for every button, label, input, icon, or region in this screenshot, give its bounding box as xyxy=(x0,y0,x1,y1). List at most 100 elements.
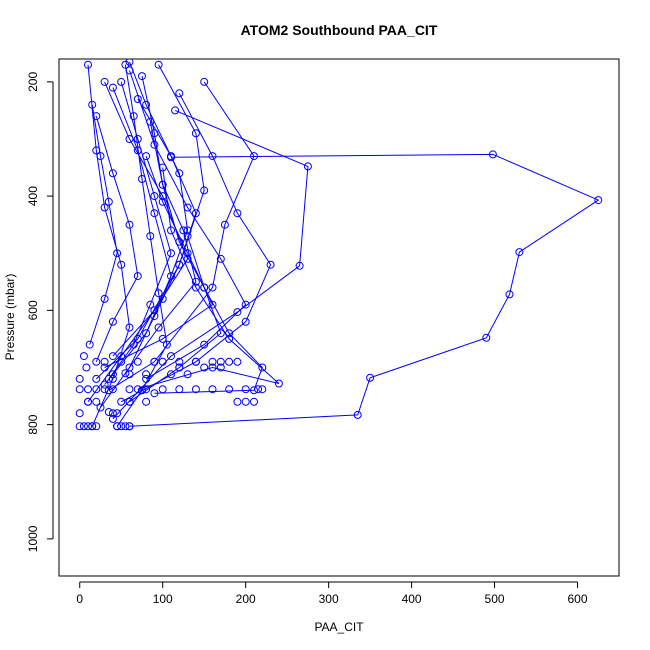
series-7-point-1 xyxy=(108,374,117,383)
series-6-point-0 xyxy=(117,397,126,406)
series-line-7 xyxy=(87,64,131,427)
data-point-11 xyxy=(92,397,101,406)
data-point-47 xyxy=(241,397,250,406)
series-0-point-4 xyxy=(505,290,514,299)
data-point-12 xyxy=(75,385,84,394)
data-point-44 xyxy=(125,397,134,406)
data-point-24 xyxy=(142,385,151,394)
series-9-point-2 xyxy=(183,254,192,263)
series-11-point-2 xyxy=(241,300,250,309)
series-5-point-2 xyxy=(167,272,175,281)
x-tick-label-500: 500 xyxy=(485,592,505,606)
chart-title: ATOM2 Southbound PAA_CIT xyxy=(241,22,438,38)
series-13-point-4 xyxy=(175,237,184,246)
series-line-0 xyxy=(129,153,600,427)
series-14-point-6 xyxy=(129,112,138,121)
series-17-point-1 xyxy=(129,340,138,349)
series-17-point-0 xyxy=(104,374,113,383)
data-point-42 xyxy=(133,357,142,366)
series-16-point-4 xyxy=(200,283,209,292)
series-line-8 xyxy=(137,167,280,390)
y-tick-label-400: 400 xyxy=(26,186,40,206)
x-tick-label-100: 100 xyxy=(153,592,173,606)
series-12-point-2 xyxy=(133,272,142,281)
series-0-point-5 xyxy=(515,248,524,257)
points-layer xyxy=(75,59,603,431)
series-17-point-6 xyxy=(117,77,126,86)
series-4-point-3 xyxy=(183,226,192,235)
data-point-53 xyxy=(183,370,192,379)
x-tick-label-0: 0 xyxy=(76,592,83,606)
series-5-point-4 xyxy=(133,146,142,155)
data-point-39 xyxy=(233,357,242,366)
series-7-point-4 xyxy=(100,203,109,212)
series-0-point-7 xyxy=(488,150,497,159)
data-point-14 xyxy=(92,385,101,394)
plot-frame xyxy=(58,58,620,577)
series-17-point-4 xyxy=(150,192,159,201)
series-15-point-3 xyxy=(183,249,192,258)
data-point-6 xyxy=(117,422,126,431)
series-8-point-1 xyxy=(208,363,217,372)
series-18-point-3 xyxy=(179,226,188,235)
series-14-point-5 xyxy=(138,175,146,183)
data-point-27 xyxy=(191,385,200,394)
y-tick-label-600: 600 xyxy=(26,300,40,320)
series-6-point-2 xyxy=(241,317,250,326)
series-6-point-3 xyxy=(266,260,275,269)
series-16-point-0 xyxy=(150,389,159,398)
series-9-point-3 xyxy=(158,192,167,201)
series-7-point-6 xyxy=(84,60,92,69)
data-point-52 xyxy=(167,370,175,379)
data-point-49 xyxy=(108,370,117,379)
series-19-point-1 xyxy=(100,294,109,303)
series-0-point-1 xyxy=(353,410,362,419)
series-6-point-6 xyxy=(175,89,184,98)
series-19-point-4 xyxy=(96,152,105,161)
series-line-4 xyxy=(87,61,189,403)
series-4-point-4 xyxy=(175,169,184,178)
data-point-37 xyxy=(216,357,225,366)
series-10-point-2 xyxy=(150,312,159,321)
series-8-point-5 xyxy=(167,226,175,235)
y-axis: 200 400 600 800 1000 xyxy=(26,72,54,552)
series-1-point-2 xyxy=(233,308,242,317)
series-5-point-1 xyxy=(142,329,151,338)
series-4-point-5 xyxy=(142,100,151,109)
series-12-point-1 xyxy=(108,317,117,326)
series-1-point-4 xyxy=(303,162,312,171)
series-16-point-3 xyxy=(225,329,234,338)
data-point-51 xyxy=(142,370,151,379)
series-0-point-3 xyxy=(482,333,491,342)
data-point-19 xyxy=(113,409,122,418)
series-19-point-5 xyxy=(88,100,97,109)
series-line-17 xyxy=(108,81,172,380)
y-tick-label-800: 800 xyxy=(26,414,40,434)
data-point-54 xyxy=(200,363,209,372)
series-6-point-5 xyxy=(208,152,217,161)
series-3-point-0 xyxy=(92,374,101,383)
data-point-23 xyxy=(125,385,134,394)
data-point-16 xyxy=(82,363,91,372)
series-12-point-0 xyxy=(92,357,101,366)
series-line-16 xyxy=(154,235,263,394)
series-14-point-3 xyxy=(154,289,163,298)
x-tick-label-600: 600 xyxy=(568,592,588,606)
series-9-point-0 xyxy=(108,352,117,361)
data-point-18 xyxy=(108,409,117,418)
series-14-point-2 xyxy=(162,340,171,349)
series-8-point-6 xyxy=(158,163,167,172)
data-point-55 xyxy=(216,363,225,372)
data-point-1 xyxy=(79,422,88,431)
plot-area xyxy=(75,59,603,431)
data-point-34 xyxy=(175,357,184,366)
series-2-point-5 xyxy=(200,77,209,86)
data-point-30 xyxy=(241,385,250,394)
data-point-21 xyxy=(100,385,109,394)
y-tick-label-1000: 1000 xyxy=(26,525,40,552)
x-axis-label: PAA_CIT xyxy=(314,620,364,634)
series-7-point-5 xyxy=(92,146,101,155)
series-14-point-7 xyxy=(121,60,130,69)
series-10-point-5 xyxy=(167,152,175,161)
data-point-56 xyxy=(175,363,184,372)
